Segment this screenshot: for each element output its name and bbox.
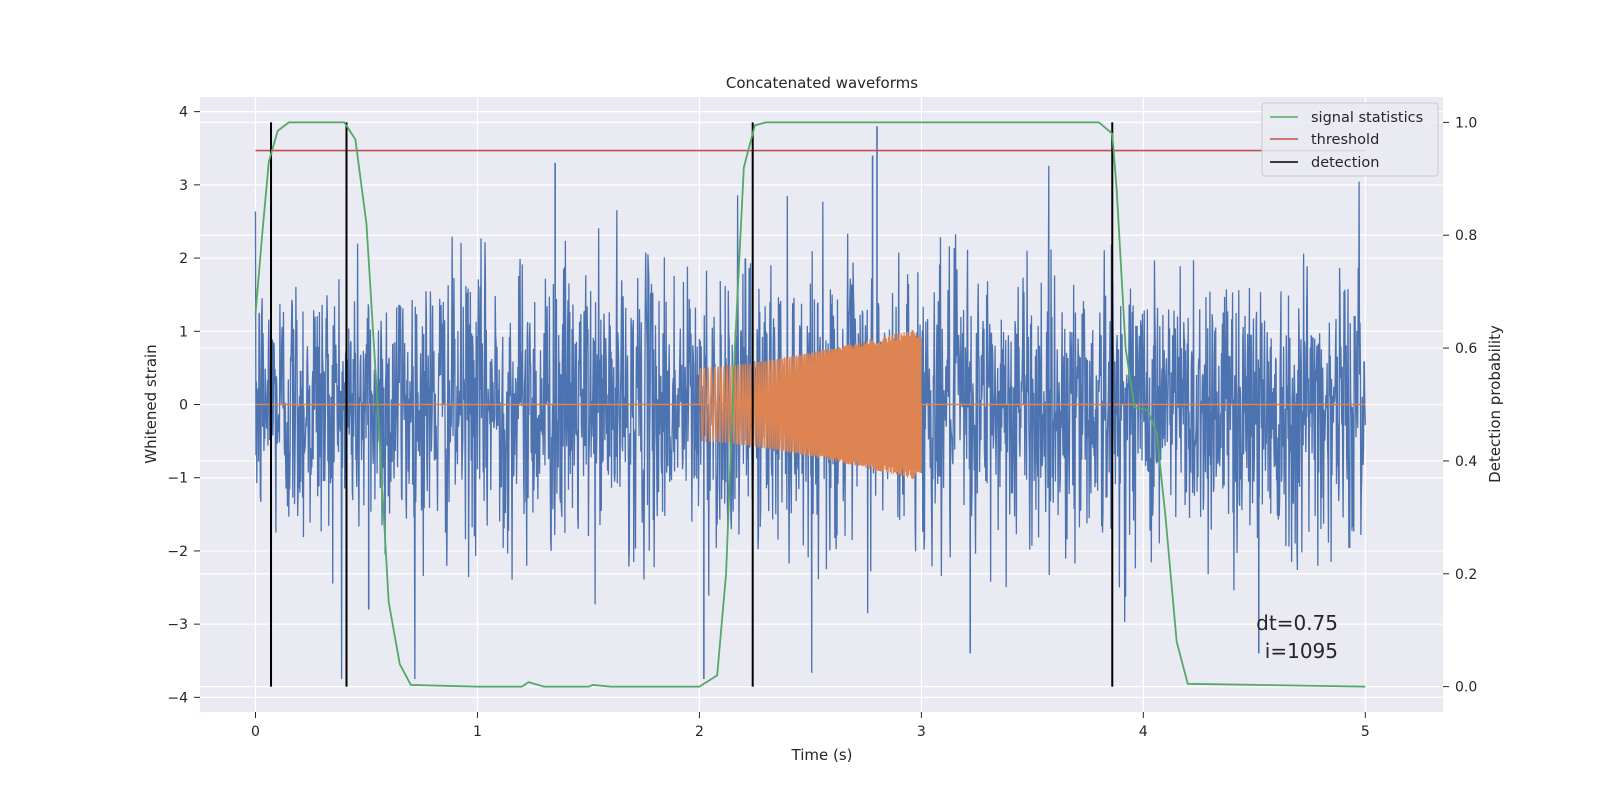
y-tick-label-left: 0 bbox=[179, 398, 188, 414]
legend: signal statistics threshold detection bbox=[1261, 102, 1439, 177]
chart-title: Concatenated waveforms bbox=[726, 74, 918, 92]
x-tick-label: 0 bbox=[251, 724, 260, 740]
x-axis-label: Time (s) bbox=[791, 746, 853, 764]
injected-waveform-series bbox=[255, 330, 1366, 480]
y-tick-label-right: 0.6 bbox=[1455, 341, 1477, 357]
legend-label-signal-statistics: signal statistics bbox=[1311, 110, 1423, 126]
legend-label-detection: detection bbox=[1311, 155, 1379, 171]
x-tick-label: 1 bbox=[473, 724, 482, 740]
x-tick-label: 3 bbox=[917, 724, 926, 740]
detection-overlay bbox=[254, 121, 1366, 688]
y-tick-label-right: 0.4 bbox=[1455, 454, 1477, 470]
y-tick-label-right: 1.0 bbox=[1455, 115, 1477, 131]
x-tick-label: 2 bbox=[695, 724, 704, 740]
annotation: dt=0.75 i=1095 bbox=[1256, 611, 1338, 663]
y-tick-label-left: 4 bbox=[179, 105, 188, 121]
grid-lines bbox=[200, 97, 1443, 712]
annotation-dt: dt=0.75 bbox=[1256, 611, 1338, 635]
y-tick-label-right: 0.8 bbox=[1455, 228, 1477, 244]
annotation-index: i=1095 bbox=[1265, 639, 1338, 663]
y-tick-label-right: 0.2 bbox=[1455, 567, 1477, 583]
y-tick-label-right: 0.0 bbox=[1455, 680, 1477, 696]
y-tick-label-left: 1 bbox=[179, 324, 188, 340]
y-axis-label-left: Whitened strain bbox=[142, 344, 160, 463]
y-tick-label-left: −1 bbox=[167, 471, 188, 487]
injected-waveform-line bbox=[698, 330, 922, 480]
signal-statistics-line bbox=[254, 121, 1366, 688]
strain-line bbox=[254, 165, 1366, 680]
y-axis-label-right: Detection probability bbox=[1486, 325, 1504, 483]
x-tick-label: 5 bbox=[1361, 724, 1370, 740]
y-tick-label-left: 3 bbox=[179, 178, 188, 194]
legend-label-threshold: threshold bbox=[1311, 132, 1379, 148]
y-tick-label-left: −2 bbox=[167, 544, 188, 560]
y-tick-label-left: 2 bbox=[179, 251, 188, 267]
axis-ticks: 0 1 2 3 4 5 −4 −3 −2 −1 0 1 2 3 4 0.0 0.2 0.4 0.6 0.8 1.0 bbox=[167, 105, 1477, 740]
y-tick-label-left: −3 bbox=[167, 617, 188, 633]
legend-box bbox=[1261, 102, 1439, 177]
x-tick-label: 4 bbox=[1139, 724, 1148, 740]
y-tick-label-left: −4 bbox=[167, 690, 188, 706]
